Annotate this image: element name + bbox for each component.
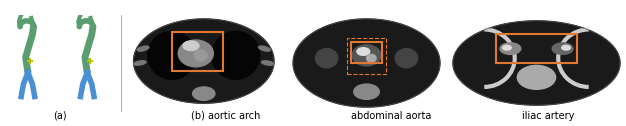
Polygon shape [453, 21, 620, 105]
Polygon shape [293, 19, 440, 107]
Circle shape [500, 43, 521, 54]
Ellipse shape [316, 49, 338, 68]
Ellipse shape [178, 40, 213, 67]
Ellipse shape [137, 46, 149, 51]
Polygon shape [133, 19, 274, 103]
Bar [496, 34, 577, 63]
Circle shape [354, 84, 379, 99]
Circle shape [193, 87, 215, 100]
Ellipse shape [259, 46, 270, 51]
Ellipse shape [367, 54, 376, 62]
Ellipse shape [262, 61, 274, 65]
Ellipse shape [395, 49, 418, 68]
Text: abdominal aorta: abdominal aorta [351, 111, 431, 121]
Ellipse shape [134, 61, 146, 65]
Bar [351, 42, 382, 63]
Text: (a): (a) [53, 111, 66, 121]
Circle shape [552, 43, 573, 54]
Circle shape [562, 45, 570, 50]
Ellipse shape [148, 31, 196, 79]
Circle shape [357, 48, 370, 55]
Circle shape [183, 41, 199, 51]
Ellipse shape [194, 50, 207, 61]
Bar [347, 38, 386, 74]
Ellipse shape [352, 45, 381, 66]
Ellipse shape [212, 31, 260, 79]
Text: iliac artery: iliac artery [521, 111, 574, 121]
Bar [172, 32, 223, 71]
Ellipse shape [517, 65, 556, 89]
Circle shape [503, 45, 511, 50]
Text: (b) aortic arch: (b) aortic arch [191, 111, 260, 121]
